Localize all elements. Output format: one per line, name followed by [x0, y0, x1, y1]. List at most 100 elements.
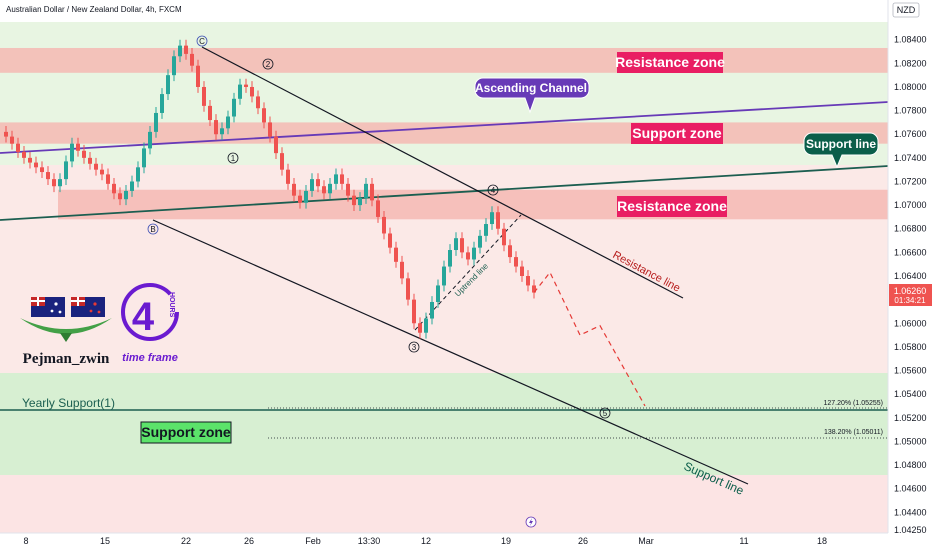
candle-body [88, 157, 92, 164]
price-tick-label: 1.05200 [894, 413, 927, 423]
candle-body [100, 169, 104, 175]
candle-body [238, 84, 242, 99]
candle-body [310, 179, 314, 191]
time-tick-label: 8 [23, 536, 28, 546]
support-line-lower [152, 219, 749, 485]
candle-body [58, 179, 62, 187]
logo-author: Pejman_zwin [23, 351, 110, 367]
candle-body [250, 86, 254, 97]
price-axis-ticks: 1.08400 1.08200 1.08000 1.07800 1.07600 1.074… [894, 35, 927, 535]
candle-body [484, 224, 488, 236]
time-tick-label: 12 [421, 536, 431, 546]
support-zone-mid-label: Support zone [632, 125, 722, 141]
wave-2: 2 [266, 60, 271, 69]
last-price-countdown: 01:34:21 [894, 296, 926, 305]
candle-body [172, 56, 176, 76]
candle-body [154, 112, 158, 132]
candle-body [400, 261, 404, 279]
candle-body [298, 195, 302, 203]
candle-body [40, 167, 44, 173]
candle-body [244, 84, 248, 87]
candle-body [166, 75, 170, 95]
candle-body [304, 190, 308, 203]
candle-body [124, 190, 128, 200]
wave-b: B [150, 225, 155, 234]
candle-body [52, 179, 56, 187]
candle-body [22, 151, 26, 158]
resistance-zone-top-label: Resistance zone [615, 54, 725, 70]
candle-body [4, 131, 8, 137]
ascending-channel-label: Ascending Channel [475, 81, 587, 95]
candle-body [478, 235, 482, 248]
time-tick-label: 15 [100, 536, 110, 546]
time-tick-label: 26 [578, 536, 588, 546]
currency-badge: NZD [897, 5, 916, 15]
candle-body [496, 212, 500, 229]
last-price-value: 1.06260 [894, 286, 927, 296]
price-tick-label: 1.06600 [894, 247, 927, 257]
candle-body [508, 245, 512, 258]
candle-body [340, 174, 344, 184]
support-zone-mid-label-bg [631, 123, 723, 144]
candle-body [352, 195, 356, 206]
candle-body [184, 45, 188, 54]
time-tick-label: 22 [181, 536, 191, 546]
candle-body [202, 86, 206, 106]
candle-body [10, 136, 14, 144]
price-tick-label: 1.08200 [894, 58, 927, 68]
candle-body [256, 96, 260, 109]
price-tick-label: 1.07000 [894, 200, 927, 210]
candle-body [370, 183, 374, 201]
support-line-upper [0, 165, 889, 221]
price-tick-label: 1.06000 [894, 318, 927, 328]
currency-badge-bg [892, 2, 920, 18]
candle-body [262, 108, 266, 123]
candle-body [220, 128, 224, 135]
candle-body [454, 238, 458, 251]
fib-127-label: 127.20% (1.05255) [823, 400, 883, 407]
time-tick-label: 26 [244, 536, 254, 546]
price-tick-label: 1.05600 [894, 366, 927, 376]
candle-body [274, 136, 278, 154]
candle-body [436, 285, 440, 302]
time-axis-ticks: 8 15 22 26 Feb 13:30 12 19 26 Mar 11 18 [23, 536, 827, 546]
candle-body [196, 65, 200, 87]
price-tick-label: 1.07200 [894, 176, 927, 186]
price-tick-label: 1.08000 [894, 82, 927, 92]
candles [4, 39, 536, 339]
candle-body [526, 276, 530, 286]
candle-body [136, 167, 140, 182]
candle-body [406, 278, 410, 300]
candle-body [208, 105, 212, 121]
wave-4: 4 [491, 186, 496, 195]
price-tick-label: 1.06400 [894, 271, 927, 281]
support-line-label: Support line [806, 137, 876, 151]
logo-number: 4 [132, 295, 155, 339]
candle-body [190, 53, 194, 66]
candle-body [16, 143, 20, 152]
candle-body [382, 216, 386, 234]
price-tick-label: 1.07600 [894, 129, 927, 139]
candle-body [376, 200, 380, 217]
uptrend-line [414, 214, 522, 331]
author-logo: Pejman_zwin 4 HOURS time frame [20, 283, 179, 367]
candle-body [112, 183, 116, 194]
time-tick-label: Feb [305, 536, 321, 546]
candle-body [532, 285, 536, 293]
time-axis [0, 533, 888, 550]
price-tick-label: 1.08400 [894, 35, 927, 45]
projection-path [533, 271, 646, 407]
candle-body [520, 266, 524, 276]
candle-body [316, 179, 320, 187]
candle-body [364, 183, 368, 199]
price-tick-label: 1.07400 [894, 153, 927, 163]
support-zone-low-label-bg [140, 421, 232, 444]
candle-body [424, 318, 428, 333]
candle-body [142, 148, 146, 168]
candle-body [466, 252, 470, 260]
zone-2 [58, 189, 888, 220]
price-tick-label: 1.05000 [894, 436, 927, 446]
candle-body [232, 98, 236, 117]
support-line-callout [803, 132, 879, 169]
